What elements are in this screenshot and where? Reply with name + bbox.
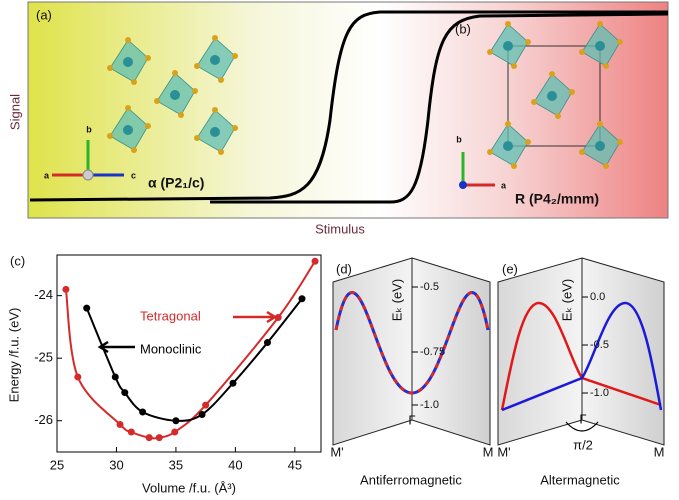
- data-point: [117, 421, 124, 428]
- k-label: M': [330, 444, 343, 459]
- tick-label: -1.0: [420, 399, 439, 411]
- y-tick-label: -25: [34, 350, 53, 365]
- data-point: [156, 434, 163, 441]
- k-label: Γ: [579, 411, 586, 426]
- k-label: M: [483, 444, 494, 459]
- y-tick-label: -26: [34, 412, 53, 427]
- tick-label: -0.75: [420, 346, 445, 358]
- legend-label: Tetragonal: [140, 308, 201, 323]
- x-tick-label: 30: [109, 457, 123, 472]
- y-axis-label: Signal: [7, 94, 22, 130]
- caption: Altermagnetic: [540, 472, 620, 487]
- panel-label: (c): [10, 253, 25, 268]
- tick-label: -1.0: [590, 387, 609, 399]
- axis-label: Eₖ (eV): [559, 279, 574, 321]
- data-point: [74, 373, 81, 380]
- phase-label: R (P4₂/mnm): [515, 191, 599, 207]
- x-tick-label: 40: [228, 457, 242, 472]
- axis-label: c: [131, 170, 136, 180]
- data-point: [199, 411, 206, 418]
- data-point: [121, 389, 128, 396]
- y-axis-label: Energy /f.u. (eV): [6, 308, 21, 403]
- k-label: M: [654, 444, 665, 459]
- data-point: [202, 402, 209, 409]
- data-point: [312, 258, 319, 265]
- axis-label: b: [456, 134, 462, 144]
- data-point: [139, 408, 146, 415]
- angle-label: π/2: [573, 437, 593, 452]
- k-label: M': [497, 444, 510, 459]
- tick-label: -0.5: [590, 339, 609, 351]
- tick-label: -0.5: [420, 281, 439, 293]
- data-point: [83, 305, 90, 312]
- x-axis-label: Volume /f.u. (Å³): [142, 480, 236, 495]
- legend-label: Monoclinic: [140, 341, 202, 356]
- k-label: Γ: [408, 412, 415, 427]
- data-point: [230, 380, 237, 387]
- legend-arrow: [100, 342, 135, 352]
- data-point: [298, 295, 305, 302]
- legend-arrow: [233, 312, 275, 322]
- panel-label: (e): [502, 261, 518, 276]
- data-point: [112, 373, 119, 380]
- caption: Antiferromagnetic: [360, 472, 462, 487]
- panel-label: (d): [336, 261, 352, 276]
- phase-label: α (P2₁/c): [148, 175, 204, 191]
- data-point: [62, 286, 69, 293]
- tick-label: 0.0: [590, 291, 605, 303]
- axis-label: Eₖ (eV): [389, 279, 404, 321]
- y-tick-label: -24: [34, 287, 53, 302]
- data-point: [128, 428, 135, 435]
- axis-label: b: [86, 124, 92, 134]
- x-tick-label: 35: [169, 457, 183, 472]
- panel-label: (a): [36, 7, 52, 22]
- figure: a b c a b (a) (b) α (P2₁/c) R (P4₂/mnm) …: [0, 0, 679, 500]
- data-point: [264, 339, 271, 346]
- data-point: [172, 417, 179, 424]
- x-axis-label: Stimulus: [315, 221, 365, 236]
- data-point: [171, 428, 178, 435]
- chart: 25 30 35 40 45 -24 -25 -26 Volume /f.u. (Å³) Ener…: [6, 255, 321, 495]
- panel-label: (b): [455, 21, 471, 36]
- x-tick-label: 45: [288, 457, 302, 472]
- data-point: [146, 434, 153, 441]
- x-tick-label: 25: [50, 457, 64, 472]
